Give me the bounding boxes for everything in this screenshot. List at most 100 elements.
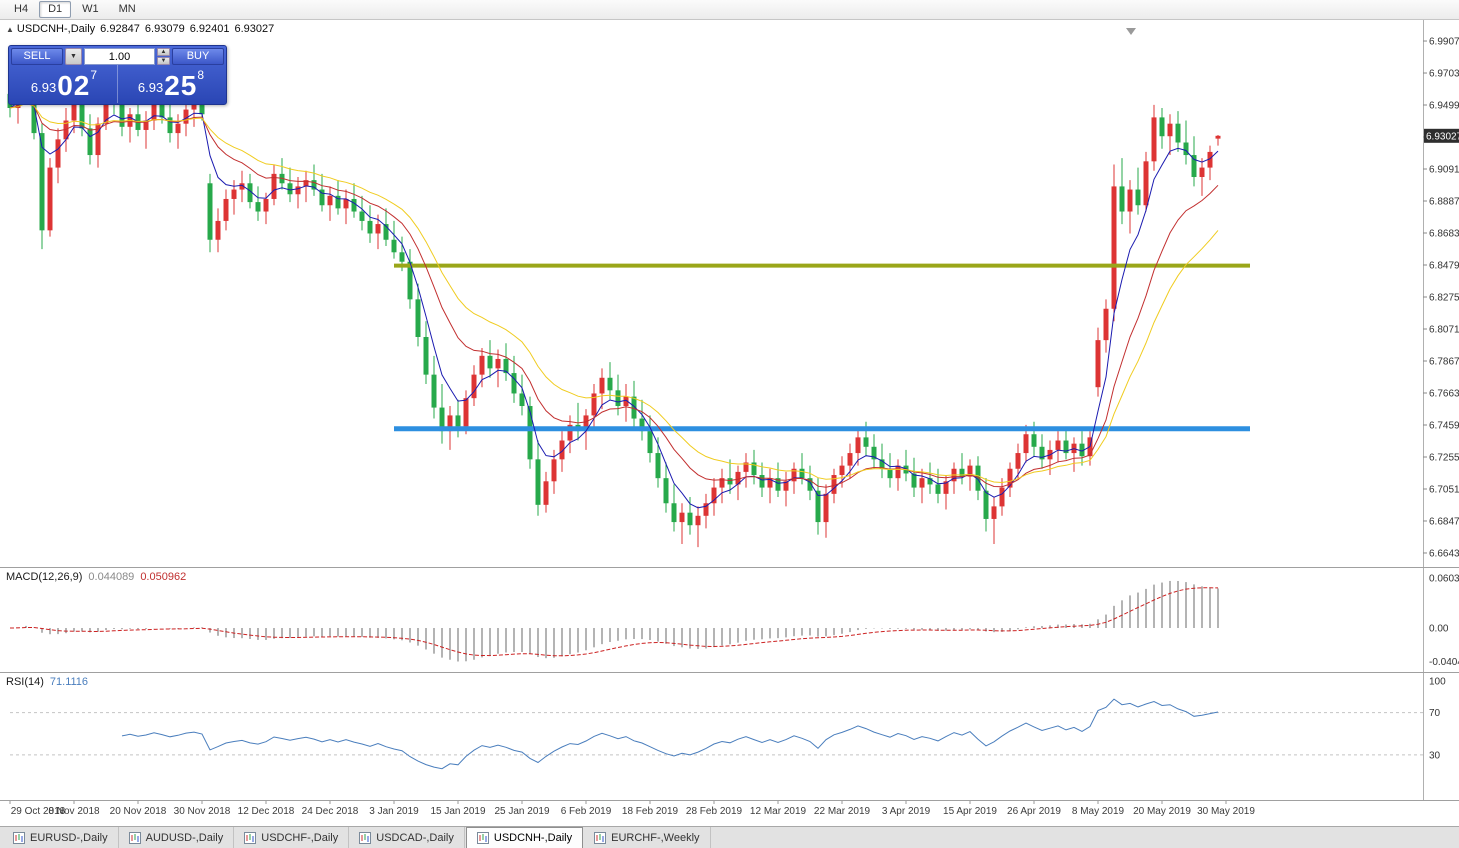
candle-body [671, 503, 677, 523]
candle-body [207, 183, 213, 240]
moving-average-line [9, 100, 1219, 488]
time-axis-label: 12 Mar 2019 [750, 806, 807, 817]
candle-body [831, 475, 837, 494]
current-price-label: 6.93027 [1426, 131, 1459, 142]
price-chart-canvas[interactable]: 6.990706.970306.949906.929506.909106.888… [0, 20, 1459, 826]
candle-body [679, 512, 685, 523]
candle-body [71, 101, 77, 121]
candle-body [175, 123, 181, 134]
buy-button[interactable]: BUY [172, 48, 224, 65]
candle-body [263, 198, 269, 212]
volume-dropdown-icon[interactable]: ▼ [65, 48, 82, 65]
buy-price-display[interactable]: 6.93 25 8 [118, 65, 224, 103]
price-scale-label: 6.80710 [1429, 324, 1459, 335]
ohlc-open: 6.92847 [100, 23, 140, 35]
time-axis-label: 24 Dec 2018 [302, 806, 359, 817]
chart-tab-usdcnh-daily[interactable]: USDCNH-,Daily [465, 827, 584, 848]
macd-panel[interactable] [9, 580, 1219, 662]
candle-body [167, 117, 173, 134]
candle-body [839, 465, 845, 476]
candle-body [847, 453, 853, 466]
rsi-scale-label: 30 [1429, 750, 1441, 761]
candle-body [975, 465, 981, 491]
volume-down-icon[interactable]: ▼ [157, 57, 170, 65]
candle-body [151, 104, 157, 121]
period-button-d1[interactable]: D1 [39, 1, 72, 18]
sell-price-display[interactable]: 6.93 02 7 [11, 65, 118, 103]
candle-body [1207, 151, 1213, 168]
rsi-line [121, 698, 1219, 770]
time-axis-label: 26 Apr 2019 [1007, 806, 1061, 817]
time-axis-label: 3 Apr 2019 [882, 806, 931, 817]
sell-button[interactable]: SELL [11, 48, 63, 65]
candle-body [1103, 308, 1109, 341]
candle-body [415, 299, 421, 337]
chart-tab-usdchf-daily[interactable]: USDCHF-,Daily [234, 827, 350, 848]
price-scale[interactable]: 6.990706.970306.949906.929506.909106.888… [1423, 20, 1459, 801]
chart-ohlc-info: ▲ USDCNH-,Daily 6.92847 6.93079 6.92401 6.930… [6, 23, 274, 35]
candle-body [863, 437, 869, 447]
period-button-h4[interactable]: H4 [14, 3, 29, 15]
candle-body [383, 224, 389, 240]
candle-body [519, 393, 525, 407]
candle-body [103, 95, 109, 124]
candle-body [407, 261, 413, 300]
candle-body [159, 104, 165, 118]
chart-tab-eurusd-daily[interactable]: EURUSD-,Daily [3, 827, 119, 848]
candle-body [391, 239, 397, 253]
candle-body [879, 459, 885, 469]
candle-body [807, 478, 813, 491]
candle-body [703, 503, 709, 516]
candle-body [287, 183, 293, 195]
candle-body [895, 465, 901, 479]
candle-body [647, 431, 653, 454]
chart-tab-eurchf-weekly[interactable]: EURCHF-,Weekly [584, 827, 711, 848]
candle-body [335, 195, 341, 209]
candle-body [1039, 446, 1045, 460]
volume-input[interactable] [84, 48, 155, 65]
price-scale-label: 6.70510 [1429, 484, 1459, 495]
candle-body [1031, 434, 1037, 447]
one-click-toggle-icon[interactable]: ▲ [6, 25, 14, 34]
rsi-panel[interactable] [10, 698, 1423, 770]
time-axis-label: 6 Feb 2019 [561, 806, 612, 817]
candle-body [479, 355, 485, 375]
candle-body [599, 377, 605, 394]
candle-body [247, 183, 253, 203]
time-axis-label: 29 Oct 2018 [11, 806, 66, 817]
candle-body [503, 358, 509, 374]
chart-tab-label: EURCHF-,Weekly [611, 831, 700, 844]
candle-body [735, 471, 741, 485]
chart-tab-audusd-daily[interactable]: AUDUSD-,Daily [119, 827, 235, 848]
candle-body [743, 462, 749, 472]
candle-body [783, 481, 789, 491]
chart-tab-icon [476, 832, 489, 844]
period-button-w1[interactable]: W1 [82, 3, 99, 15]
candle-body [1111, 186, 1117, 309]
buy-price-prefix: 6.93 [137, 80, 164, 95]
time-axis-label: 15 Apr 2019 [943, 806, 997, 817]
chart-tab-usdcad-daily[interactable]: USDCAD-,Daily [349, 827, 465, 848]
chart-window: 6.990706.970306.949906.929506.909106.888… [0, 20, 1459, 826]
chart-tab-icon [244, 831, 257, 844]
candle-body [1063, 440, 1069, 454]
candle-body [543, 481, 549, 505]
candle-body [983, 490, 989, 519]
rsi-value: 71.1116 [49, 676, 89, 688]
volume-up-icon[interactable]: ▲ [157, 48, 170, 56]
chart-symbol-label: USDCNH-,Daily [16, 23, 96, 35]
candle-body [815, 490, 821, 523]
rsi-name: RSI(14) [6, 676, 44, 688]
candle-body [367, 220, 373, 234]
candle-body [447, 415, 453, 432]
candle-body [959, 468, 965, 477]
period-button-mn[interactable]: MN [118, 3, 136, 15]
chart-shift-marker-icon[interactable] [1126, 28, 1136, 35]
time-axis-label: 20 May 2019 [1133, 806, 1191, 817]
candle-body [487, 355, 493, 369]
candle-body [1159, 117, 1165, 137]
chart-tab-icon [128, 831, 141, 844]
main-chart-panel[interactable] [7, 28, 1251, 548]
